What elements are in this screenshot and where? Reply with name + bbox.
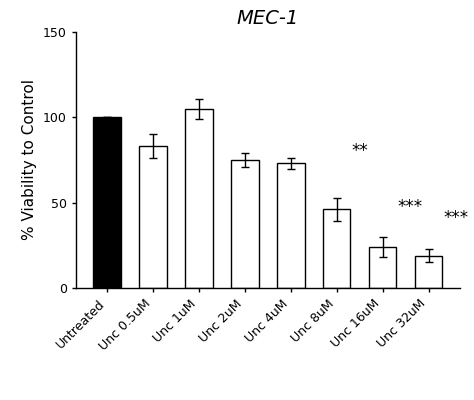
Bar (139, 146, 167, 288)
Bar (323, 210, 350, 288)
Bar (415, 256, 442, 288)
Bar (369, 247, 396, 288)
Title: MEC-1: MEC-1 (237, 9, 299, 28)
Bar (277, 164, 305, 288)
Text: **: ** (351, 142, 368, 160)
Text: ***: *** (443, 208, 468, 226)
Y-axis label: % Viability to Control: % Viability to Control (22, 80, 37, 240)
Text: ***: *** (397, 198, 422, 216)
Bar (93, 117, 121, 288)
Bar (231, 160, 259, 288)
Bar (185, 109, 213, 288)
